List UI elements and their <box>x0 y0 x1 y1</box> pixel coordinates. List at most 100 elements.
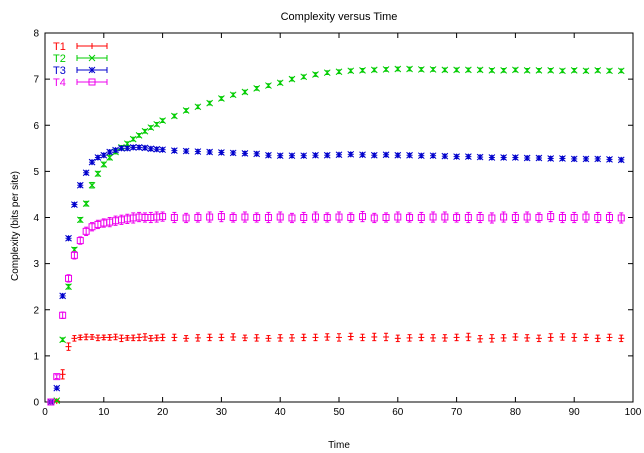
error-bar <box>78 236 83 245</box>
data-point <box>206 213 214 221</box>
data-point <box>182 214 190 222</box>
data-point <box>65 234 72 242</box>
data-point <box>370 214 378 222</box>
data-point <box>123 144 131 152</box>
error-bar <box>301 211 306 224</box>
data-point <box>253 84 261 92</box>
legend-label: T4 <box>53 77 66 89</box>
data-point <box>512 66 519 74</box>
error-bar <box>337 211 341 223</box>
data-point <box>488 335 495 342</box>
data-point <box>559 155 566 162</box>
data-point <box>417 214 425 221</box>
data-point <box>335 68 343 76</box>
data-point <box>241 213 249 221</box>
series-T3 <box>47 144 625 406</box>
legend-label: T1 <box>53 41 66 53</box>
data-point <box>217 213 225 221</box>
error-bar <box>466 211 471 224</box>
x-tick-label: 20 <box>157 407 169 418</box>
data-point <box>300 73 308 81</box>
data-point <box>159 213 167 221</box>
data-point <box>276 79 284 87</box>
data-point <box>53 373 61 381</box>
data-point <box>371 333 378 340</box>
data-point <box>106 154 114 161</box>
data-point <box>53 384 61 392</box>
data-point <box>135 132 143 139</box>
x-tick-label: 90 <box>569 407 581 418</box>
data-point <box>230 333 237 340</box>
data-point <box>129 144 137 151</box>
data-point <box>76 181 84 189</box>
data-point <box>324 333 331 340</box>
data-point <box>359 67 366 74</box>
y-tick-label: 0 <box>33 398 39 409</box>
data-point <box>71 201 78 208</box>
error-bar <box>607 211 612 224</box>
data-point <box>441 152 449 160</box>
y-tick-label: 7 <box>33 75 39 86</box>
data-point <box>100 151 108 159</box>
data-point <box>406 214 414 221</box>
error-bar <box>501 211 506 223</box>
data-point <box>300 214 308 221</box>
data-point <box>476 214 484 221</box>
error-bar <box>131 212 136 224</box>
data-point <box>382 151 390 159</box>
data-point <box>582 67 590 75</box>
data-point <box>511 214 519 221</box>
y-tick-label: 1 <box>33 351 39 362</box>
data-point <box>606 156 613 163</box>
x-tick-label: 60 <box>392 407 404 418</box>
data-point <box>59 311 67 319</box>
error-bar <box>72 251 77 260</box>
error-bar <box>583 211 588 223</box>
data-point <box>276 213 284 221</box>
data-point <box>147 145 155 153</box>
data-point <box>147 124 155 131</box>
error-bar <box>431 211 436 223</box>
data-point <box>359 213 367 221</box>
data-point <box>512 333 519 340</box>
data-point <box>347 214 355 221</box>
legend-marker <box>88 54 96 62</box>
data-point <box>253 334 260 341</box>
data-point <box>277 334 284 341</box>
data-point <box>106 334 113 341</box>
x-tick-label: 30 <box>216 407 228 418</box>
data-point <box>523 154 531 162</box>
data-point <box>59 292 66 300</box>
data-point <box>335 213 343 221</box>
data-point <box>323 151 331 159</box>
data-point <box>265 335 272 342</box>
data-point <box>288 75 296 83</box>
error-bar <box>242 211 247 223</box>
data-point <box>570 155 578 163</box>
error-bar <box>266 211 271 224</box>
data-point <box>606 67 613 75</box>
error-bar <box>419 211 424 224</box>
data-point <box>218 149 225 156</box>
data-point <box>559 333 566 340</box>
data-point <box>94 170 102 178</box>
data-point <box>570 67 578 74</box>
data-point <box>82 200 90 208</box>
data-point <box>47 398 55 406</box>
data-point <box>323 69 331 77</box>
data-point <box>559 67 566 75</box>
data-point <box>118 335 125 342</box>
data-point <box>153 145 161 153</box>
data-point <box>453 66 460 74</box>
error-bar <box>478 211 483 224</box>
data-point <box>76 237 84 245</box>
data-point <box>570 214 578 221</box>
data-point <box>347 67 355 75</box>
data-point <box>106 148 114 156</box>
data-point <box>112 146 119 154</box>
data-point <box>229 149 237 157</box>
error-bar <box>395 211 400 223</box>
data-point <box>394 213 402 221</box>
data-point <box>59 336 66 344</box>
data-point <box>453 153 460 160</box>
